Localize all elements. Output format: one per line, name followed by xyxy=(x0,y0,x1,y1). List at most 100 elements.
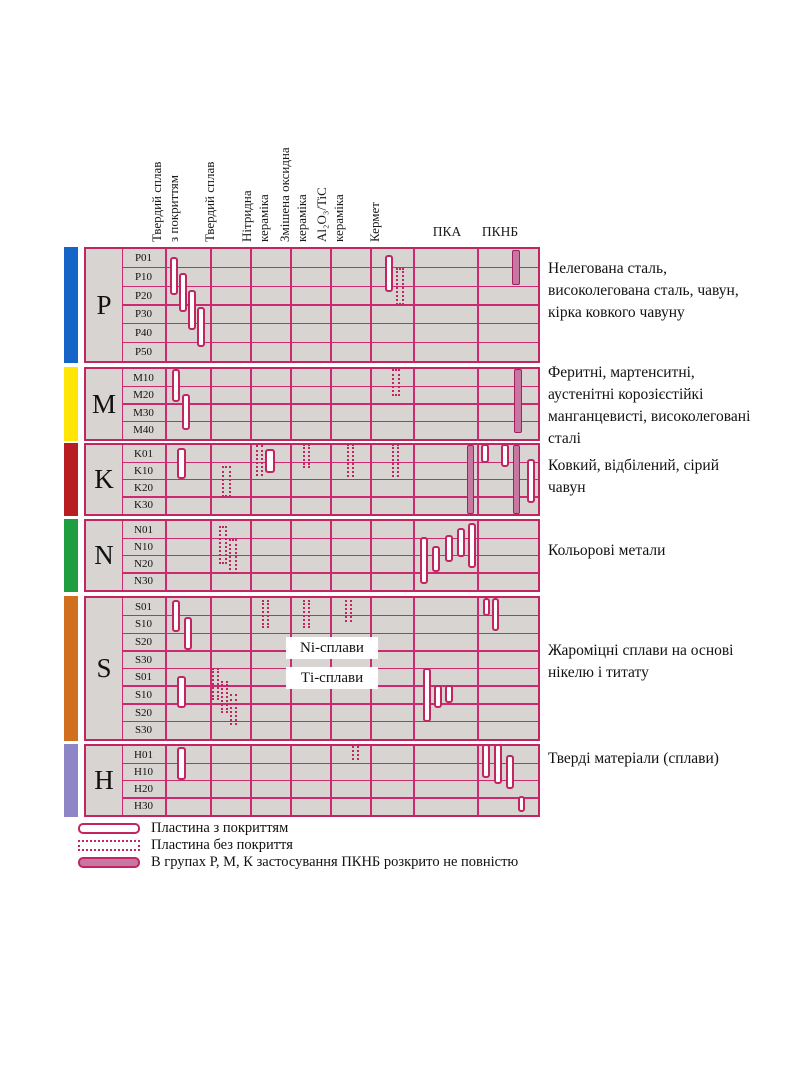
group-description-S: Жароміцні сплави на основі нікелю і тита… xyxy=(548,642,734,681)
chart-bar-S-pka-outlined xyxy=(434,685,442,708)
group-description-P: Нелегована сталь, високолегована сталь, … xyxy=(548,260,739,321)
legend-swatch-dotted xyxy=(78,840,140,851)
chart-bar-S-pknb-outlined xyxy=(483,598,490,616)
chart-bar-H-pknb-outlined xyxy=(518,796,525,812)
row-grid-line xyxy=(122,572,538,574)
legend-swatch-filled xyxy=(78,857,140,868)
chart-bar-H-pknb-outlined xyxy=(482,744,490,778)
row-code-P-3: P30 xyxy=(134,308,153,321)
row-code-K-3: K30 xyxy=(134,499,153,512)
chart-bar-S-carbide-dotted xyxy=(212,668,219,700)
chart-bar-S-carbide_coated-outlined xyxy=(184,617,192,650)
row-code-H-3: H30 xyxy=(134,800,153,813)
chart-bar-N-pka-outlined xyxy=(432,546,440,572)
group-description-N: Кольорові метали xyxy=(548,542,666,559)
chart-bar-S-carbide-dotted xyxy=(221,681,228,713)
group-letter-H: H xyxy=(86,746,123,815)
inner-label-0: Ni-сплави xyxy=(286,637,378,659)
chart-bar-P-cermet-dotted xyxy=(396,268,404,305)
row-grid-line xyxy=(122,632,538,634)
group-letter-N: N xyxy=(86,521,123,590)
chart-bar-S-carbide-dotted xyxy=(230,694,237,725)
chart-bar-N-pka-outlined xyxy=(468,523,476,568)
row-code-K-1: K10 xyxy=(134,464,153,477)
row-grid-line xyxy=(122,720,538,723)
column-header-mixed_oxide_ceramic: кераміка xyxy=(294,194,309,242)
column-header-al2o3_tic_ceramic: кераміка xyxy=(331,194,346,242)
row-grid-line xyxy=(122,478,538,481)
chart-bar-S-al2o3_tic_ceramic-dotted xyxy=(345,600,352,622)
group-color-strip-P xyxy=(64,247,78,363)
chart-bar-S-pknb-outlined xyxy=(492,598,499,631)
column-header-carbide_coated: Твердий сплав xyxy=(149,161,164,242)
row-code-M-1: M20 xyxy=(133,389,154,402)
chart-bar-P-carbide_coated-outlined xyxy=(170,257,178,295)
row-code-S-2: S20 xyxy=(134,636,153,649)
row-code-P-2: P20 xyxy=(134,289,153,302)
chart-bar-H-pknb-outlined xyxy=(494,744,502,784)
column-header-carbide: Твердий сплав xyxy=(202,161,217,242)
group-description-K: Ковкий, відбілений, сірий чавун xyxy=(548,457,719,496)
row-code-H-2: H20 xyxy=(134,783,153,796)
row-grid-line xyxy=(122,385,538,388)
row-code-P-1: P10 xyxy=(134,270,153,283)
chart-bar-P-pknb-filled xyxy=(512,250,520,285)
row-grid-line xyxy=(122,461,538,463)
legend-label-2: В групах Р, М, К застосування ПКНБ розкр… xyxy=(151,854,519,870)
chart-bar-H-pknb-outlined xyxy=(506,755,514,789)
chart-bar-M-pknb-filled xyxy=(514,369,522,433)
column-header-mixed_oxide_ceramic: Змішена оксидна xyxy=(277,147,292,242)
row-grid-line xyxy=(122,285,538,288)
chart-bar-S-nitride_ceramic-dotted xyxy=(262,600,269,628)
row-code-K-2: K20 xyxy=(134,482,153,495)
chart-bar-N-carbide-dotted xyxy=(229,539,237,574)
chart-bar-M-cermet-dotted xyxy=(392,369,400,396)
group-color-strip-K xyxy=(64,443,78,516)
group-color-strip-H xyxy=(64,744,78,817)
chart-bar-P-carbide_coated-outlined xyxy=(188,290,196,330)
inner-label-1: Ті-сплави xyxy=(286,667,378,689)
group-box-M: M M10 M20 M30 M40 xyxy=(84,367,540,441)
group-letter-M: M xyxy=(86,369,123,439)
chart-bar-K-nitride_ceramic-dotted xyxy=(256,445,263,476)
column-header-carbide_coated: з покриттям xyxy=(166,174,181,242)
column-header-cermet: Кермет xyxy=(367,202,382,242)
row-code-S-5: S10 xyxy=(134,688,153,701)
row-code-P-4: P40 xyxy=(134,326,153,339)
row-code-M-2: M30 xyxy=(133,406,154,419)
group-box-H: H H01 H10 H20 H30 xyxy=(84,744,540,817)
column-header-pka: ПКА xyxy=(432,224,462,239)
group-description-M: Феритні, мартенситні, аустенітні корозіє… xyxy=(548,364,751,447)
chart-bar-P-carbide_coated-outlined xyxy=(197,307,205,347)
chart-bar-H-al2o3_tic_ceramic-dotted xyxy=(352,746,359,760)
row-code-M-3: M40 xyxy=(133,424,154,437)
row-grid-line xyxy=(122,403,538,405)
chart-bar-K-pknb-outlined xyxy=(527,459,535,503)
legend-item-2: В групах Р, М, К застосування ПКНБ розкр… xyxy=(78,854,518,871)
chart-bar-K-mixed_oxide_ceramic-dotted xyxy=(303,444,310,468)
chart-bar-K-pknb-filled xyxy=(513,445,520,514)
column-header-nitride_ceramic: Нітридна xyxy=(239,190,254,242)
chart-bar-S-carbide_coated-outlined xyxy=(172,600,180,632)
row-code-K-0: K01 xyxy=(134,447,153,460)
group-color-strip-S xyxy=(64,596,78,741)
chart-bar-K-al2o3_tic_ceramic-dotted xyxy=(347,444,354,477)
chart-bar-P-cermet-outlined xyxy=(385,255,393,292)
group-color-strip-N xyxy=(64,519,78,592)
row-code-N-2: N20 xyxy=(134,558,153,571)
row-code-S-0: S01 xyxy=(134,600,153,613)
chart-bar-S-mixed_oxide_ceramic-dotted xyxy=(303,600,310,628)
column-header-pknb: ПКНБ xyxy=(481,224,519,239)
chart-bar-N-carbide-dotted xyxy=(219,526,227,564)
chart-bar-K-carbide_coated-outlined xyxy=(177,448,186,479)
row-grid-line xyxy=(122,762,538,764)
row-code-M-0: M10 xyxy=(133,371,154,384)
row-code-H-1: H10 xyxy=(134,765,153,778)
row-code-N-1: N10 xyxy=(134,540,153,553)
row-code-N-3: N30 xyxy=(134,575,153,588)
row-grid-line xyxy=(122,304,538,306)
row-code-S-3: S30 xyxy=(134,653,153,666)
group-letter-P: P xyxy=(86,249,123,361)
row-code-H-0: H01 xyxy=(134,748,153,761)
legend-label-1: Пластина без покриття xyxy=(151,837,293,853)
